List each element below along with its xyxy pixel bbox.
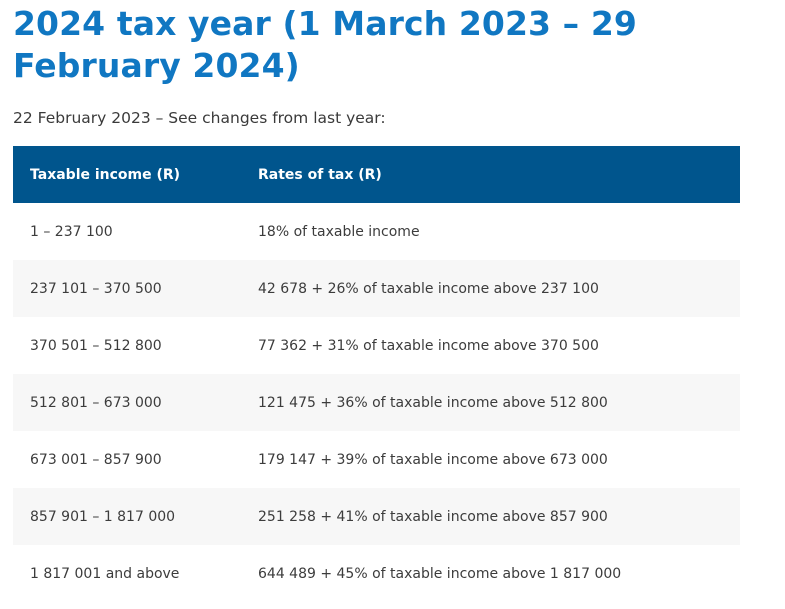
page-title: 2024 tax year (1 March 2023 – 29 Februar… (13, 4, 637, 85)
table-row: 673 001 – 857 900 179 147 + 39% of taxab… (13, 431, 740, 488)
table-row: 1 – 237 100 18% of taxable income (13, 203, 740, 260)
tax-rates-table: Taxable income (R) Rates of tax (R) 1 – … (13, 146, 740, 602)
table-row: 237 101 – 370 500 42 678 + 26% of taxabl… (13, 260, 740, 317)
rate-of-tax-cell: 644 489 + 45% of taxable income above 1 … (258, 565, 622, 582)
taxable-income-cell: 1 – 237 100 (30, 223, 113, 240)
taxable-income-cell: 857 901 – 1 817 000 (13, 488, 241, 545)
rate-of-tax-cell: 179 147 + 39% of taxable income above 67… (258, 451, 608, 468)
rate-of-tax-cell: 251 258 + 41% of taxable income above 85… (241, 488, 740, 545)
table-row: 1 817 001 and above 644 489 + 45% of tax… (13, 545, 740, 602)
rate-of-tax-cell: 42 678 + 26% of taxable income above 237… (241, 260, 740, 317)
taxable-income-cell: 1 817 001 and above (30, 565, 180, 582)
column-header-taxable-income: Taxable income (R) (13, 146, 241, 203)
page-content: 2024 tax year (1 March 2023 – 29 Februar… (13, 0, 740, 602)
table-header-row: Taxable income (R) Rates of tax (R) (13, 146, 740, 203)
table-row: 512 801 – 673 000 121 475 + 36% of taxab… (13, 374, 740, 431)
table-row: 857 901 – 1 817 000 251 258 + 41% of tax… (13, 488, 740, 545)
table-row: 370 501 – 512 800 77 362 + 31% of taxabl… (13, 317, 740, 374)
taxable-income-cell: 370 501 – 512 800 (30, 337, 162, 354)
rate-of-tax-cell: 18% of taxable income (258, 223, 420, 240)
taxable-income-cell: 512 801 – 673 000 (13, 374, 241, 431)
page-subtitle: 22 February 2023 – See changes from last… (13, 109, 386, 127)
rate-of-tax-cell: 121 475 + 36% of taxable income above 51… (241, 374, 740, 431)
rate-of-tax-cell: 77 362 + 31% of taxable income above 370… (258, 337, 599, 354)
taxable-income-cell: 673 001 – 857 900 (30, 451, 162, 468)
taxable-income-cell: 237 101 – 370 500 (13, 260, 241, 317)
column-header-rates-of-tax: Rates of tax (R) (241, 146, 740, 203)
